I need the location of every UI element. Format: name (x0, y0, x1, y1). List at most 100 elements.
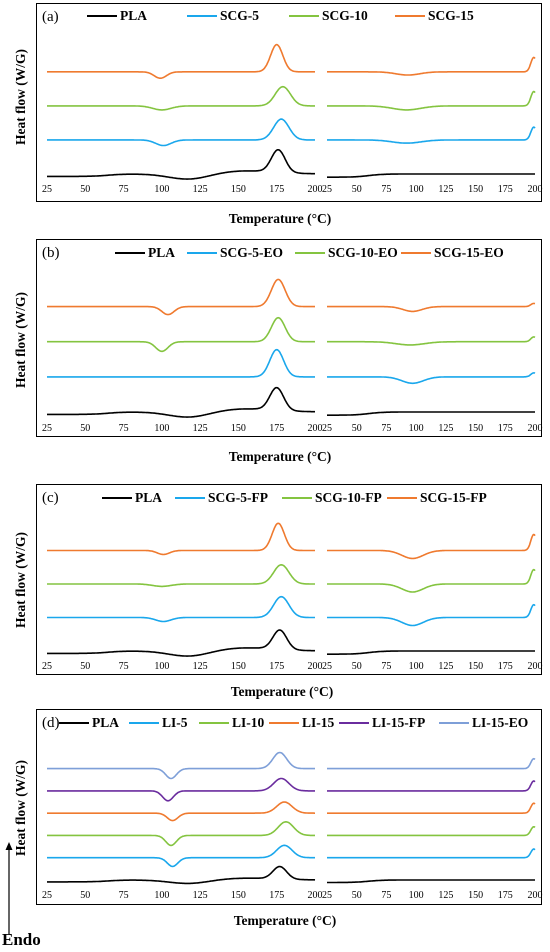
legend-entry-d-4: LI-15-FP (372, 715, 425, 730)
series-line-d-right-1 (327, 848, 536, 859)
y-axis-label-b: Heat flow (W/G) (13, 292, 28, 388)
panel-label-b: (b) (42, 245, 60, 261)
x-tick-d-right-3: 100 (409, 890, 424, 901)
series-line-a-left-1 (47, 118, 315, 147)
series-line-c-right-3 (327, 533, 536, 560)
series-line-b-right-2 (327, 336, 536, 346)
endo-arrow-icon (5, 842, 13, 934)
legend-entry-a-2: SCG-10 (322, 8, 368, 23)
series-line-c-left-1 (47, 595, 315, 623)
legend-entry-a-3: SCG-15 (428, 8, 474, 23)
series-line-b-left-1 (47, 348, 315, 378)
x-tick-a-right-2: 75 (381, 184, 391, 195)
x-tick-c-left-4: 125 (193, 661, 208, 672)
series-line-d-right-3 (327, 802, 536, 814)
x-tick-d-left-1: 50 (80, 890, 90, 901)
x-tick-b-left-5: 150 (231, 423, 246, 434)
series-line-b-right-1 (327, 372, 536, 385)
dsc-chart-d: (d) PLA LI-5 LI-10 LI-15 LI-15-FP LI-15-EO 25 50… (42, 715, 543, 901)
x-tick-b-left-1: 50 (80, 423, 90, 434)
legend-entry-d-3: LI-15 (302, 715, 335, 730)
x-axis-label-a: Temperature (°C) (228, 211, 332, 226)
series-line-c-right-2 (327, 568, 536, 593)
x-tick-d-right-0: 25 (322, 890, 332, 901)
series-line-a-left-0 (47, 149, 315, 180)
x-tick-a-left-5: 150 (231, 184, 246, 195)
x-tick-c-right-4: 125 (438, 661, 453, 672)
series-line-a-right-2 (327, 90, 536, 111)
series-line-b-right-3 (327, 302, 536, 313)
x-tick-c-right-3: 100 (409, 661, 424, 672)
x-tick-c-right-6: 175 (498, 661, 513, 672)
x-axis-label-d: Temperature (°C) (233, 913, 337, 928)
series-line-b-left-0 (47, 386, 315, 418)
x-tick-c-right-7: 200 (528, 661, 543, 672)
x-tick-c-left-6: 175 (269, 661, 284, 672)
legend-entry-b-1: SCG-5-EO (220, 245, 283, 260)
x-axis-label-c: Temperature (°C) (230, 684, 334, 699)
x-tick-b-right-0: 25 (322, 423, 332, 434)
x-tick-a-right-5: 150 (468, 184, 483, 195)
x-tick-b-right-3: 100 (409, 423, 424, 434)
legend-entry-d-0: PLA (92, 715, 119, 730)
x-tick-d-left-3: 100 (154, 890, 169, 901)
series-line-a-left-3 (47, 43, 315, 79)
x-tick-d-right-7: 200 (528, 890, 543, 901)
series-line-d-right-0 (327, 879, 535, 884)
x-tick-b-left-4: 125 (193, 423, 208, 434)
x-tick-b-left-3: 100 (154, 423, 169, 434)
x-tick-b-right-1: 50 (352, 423, 362, 434)
x-axis-label-b: Temperature (°C) (228, 449, 332, 464)
x-tick-c-left-2: 75 (119, 661, 129, 672)
series-line-a-right-3 (327, 56, 536, 76)
x-tick-c-right-0: 25 (322, 661, 332, 672)
series-line-d-left-5 (47, 751, 315, 780)
x-tick-c-right-1: 50 (352, 661, 362, 672)
legend-entry-c-2: SCG-10-FP (315, 490, 382, 505)
x-tick-c-left-1: 50 (80, 661, 90, 672)
series-line-d-left-3 (47, 801, 315, 822)
legend-entry-b-2: SCG-10-EO (328, 245, 398, 260)
series-line-d-right-5 (327, 757, 536, 770)
series-line-d-left-4 (47, 777, 315, 802)
y-axis-label-a: Heat flow (W/G) (13, 49, 28, 145)
series-line-a-right-0 (327, 173, 535, 178)
series-line-d-left-1 (47, 844, 315, 868)
panel-label-a: (a) (42, 9, 59, 25)
x-tick-a-right-3: 100 (409, 184, 424, 195)
x-tick-d-right-5: 150 (468, 890, 483, 901)
x-tick-d-right-6: 175 (498, 890, 513, 901)
legend-entry-d-2: LI-10 (232, 715, 265, 730)
x-tick-d-left-7: 200 (308, 890, 323, 901)
series-line-c-left-3 (47, 522, 315, 556)
x-tick-d-left-2: 75 (119, 890, 129, 901)
x-tick-b-left-2: 75 (119, 423, 129, 434)
legend-entry-d-1: LI-5 (162, 715, 188, 730)
x-tick-a-right-7: 200 (528, 184, 543, 195)
dsc-chart-b: (b) PLA SCG-5-EO SCG-10-EO SCG-15-EO 25 50 75 10… (42, 245, 543, 434)
x-tick-d-right-4: 125 (438, 890, 453, 901)
x-tick-c-left-0: 25 (42, 661, 52, 672)
series-line-c-right-0 (327, 650, 535, 655)
y-axis-label-c: Heat flow (W/G) (13, 532, 28, 628)
series-line-c-left-2 (47, 563, 315, 588)
series-line-d-left-2 (47, 820, 315, 847)
series-line-c-left-0 (47, 629, 315, 657)
x-tick-b-left-7: 200 (308, 423, 323, 434)
y-axis-label-d: Heat flow (W/G) (13, 760, 28, 856)
legend-entry-c-0: PLA (135, 490, 162, 505)
x-tick-c-right-5: 150 (468, 661, 483, 672)
x-tick-d-left-6: 175 (269, 890, 284, 901)
x-tick-a-left-1: 50 (80, 184, 90, 195)
x-tick-a-left-3: 100 (154, 184, 169, 195)
dsc-panel-c: (c) PLA SCG-5-FP SCG-10-FP SCG-15-FP 25 50 75 10… (36, 484, 543, 675)
x-tick-a-left-2: 75 (119, 184, 129, 195)
dsc-panel-a: (a) PLA SCG-5 SCG-10 SCG-15 25 50 75 100 125 150 17… (36, 3, 543, 202)
x-tick-a-right-6: 175 (498, 184, 513, 195)
series-line-c-right-1 (327, 603, 536, 627)
series-line-b-right-0 (327, 411, 535, 416)
panel-label-c: (c) (42, 490, 59, 506)
legend-entry-b-3: SCG-15-EO (434, 245, 504, 260)
dsc-chart-c: (c) PLA SCG-5-FP SCG-10-FP SCG-15-FP 25 50 75 10… (42, 490, 543, 672)
x-tick-b-right-7: 200 (528, 423, 543, 434)
